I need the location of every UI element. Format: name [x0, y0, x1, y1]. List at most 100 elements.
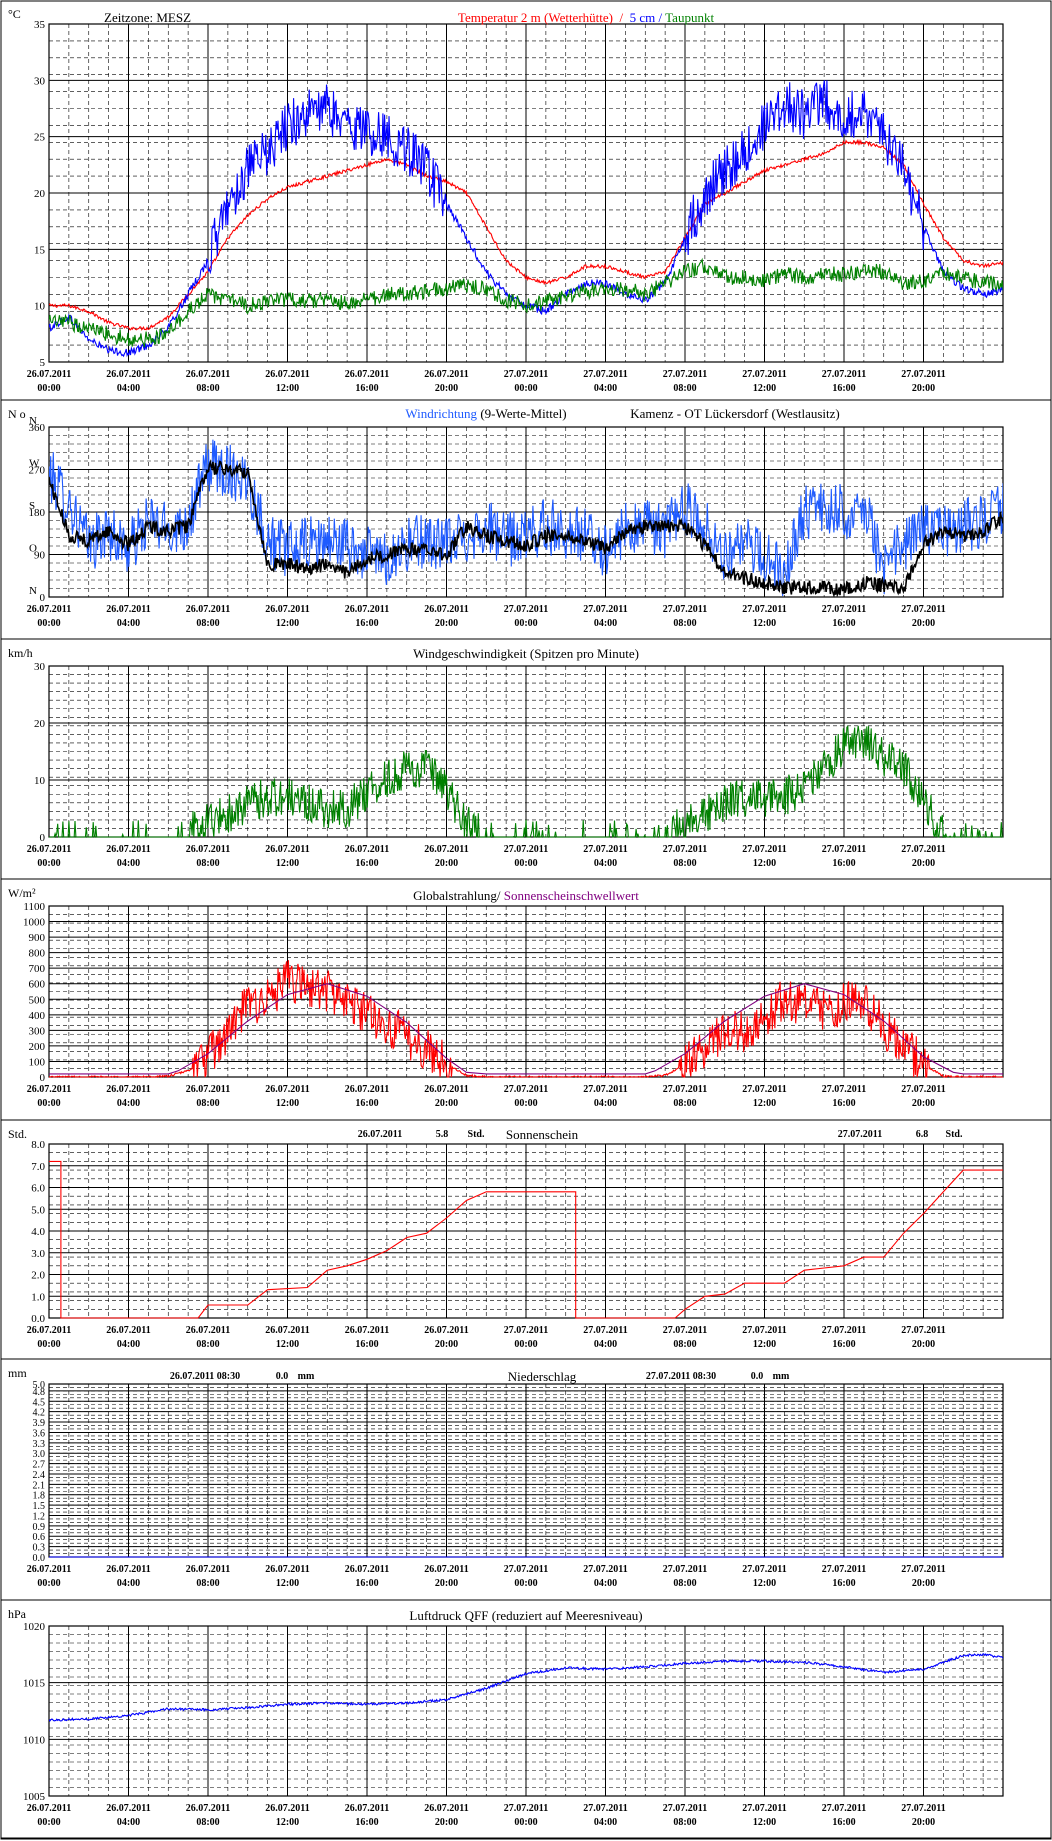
summary-value: 0.0	[276, 1371, 289, 1382]
x-tick-time: 16:00	[355, 1339, 378, 1350]
y-tick-label: 600	[29, 979, 46, 991]
x-tick-date: 26.07.2011	[106, 1325, 150, 1336]
x-tick-time: 12:00	[276, 1098, 299, 1109]
x-tick-date: 26.07.2011	[186, 1564, 230, 1575]
x-tick-date: 26.07.2011	[186, 844, 230, 855]
x-tick-date: 27.07.2011	[583, 1084, 627, 1095]
x-tick-date: 27.07.2011	[583, 844, 627, 855]
x-tick-date: 27.07.2011	[742, 1084, 786, 1095]
y-tick-label: 5	[40, 357, 46, 369]
x-tick-time: 12:00	[276, 1817, 299, 1828]
plot-frame	[48, 426, 1004, 598]
x-tick-date: 26.07.2011	[265, 1084, 309, 1095]
x-tick-time: 04:00	[117, 858, 140, 869]
y-tick-label: 1.8	[33, 1491, 46, 1502]
x-tick-time: 00:00	[514, 383, 537, 394]
y-tick-label: 25	[34, 132, 46, 144]
direction-label: S	[29, 500, 35, 512]
x-tick-date: 27.07.2011	[901, 844, 945, 855]
y-tick-label: 8.0	[31, 1139, 45, 1151]
x-tick-time: 20:00	[435, 1578, 458, 1589]
y-tick-label: 270	[29, 465, 46, 477]
chart-title: Temperatur 2 m (Wetterhütte) / 5 cm / Ta…	[458, 10, 715, 25]
panel-radiation: 0 100 200 300 400 500 600 700 800 900 1000 1100W/m²…	[1, 886, 1051, 1121]
y-tick-label: 3.0	[33, 1449, 46, 1460]
x-tick-date: 26.07.2011	[345, 1325, 389, 1336]
summary-unit: Std.	[946, 1129, 963, 1140]
x-tick-time: 04:00	[594, 858, 617, 869]
y-tick-label: 0	[40, 1072, 46, 1084]
x-tick-date: 26.07.2011	[27, 369, 71, 380]
x-tick-date: 26.07.2011	[424, 369, 468, 380]
x-tick-time: 04:00	[117, 1339, 140, 1350]
x-tick-date: 26.07.2011	[27, 1564, 71, 1575]
x-tick-time: 08:00	[196, 1578, 219, 1589]
x-tick-time: 12:00	[753, 383, 776, 394]
x-tick-date: 26.07.2011	[424, 1325, 468, 1336]
unit-label: N o	[8, 407, 26, 421]
x-tick-time: 00:00	[37, 383, 60, 394]
title-part: /	[613, 10, 630, 25]
x-tick-date: 27.07.2011	[742, 1803, 786, 1814]
x-tick-time: 12:00	[276, 383, 299, 394]
y-tick-label: 1000	[23, 917, 46, 929]
x-tick-date: 26.07.2011	[345, 369, 389, 380]
x-tick-time: 16:00	[832, 383, 855, 394]
x-tick-date: 27.07.2011	[504, 1803, 548, 1814]
summary-unit: Std.	[468, 1129, 485, 1140]
x-tick-time: 12:00	[753, 1578, 776, 1589]
x-tick-time: 08:00	[673, 1098, 696, 1109]
y-tick-label: 100	[29, 1056, 46, 1068]
y-tick-label: 4.8	[33, 1387, 46, 1398]
x-tick-time: 12:00	[276, 618, 299, 629]
x-tick-time: 08:00	[196, 1098, 219, 1109]
x-tick-time: 08:00	[673, 618, 696, 629]
x-tick-time: 16:00	[355, 618, 378, 629]
x-tick-time: 00:00	[37, 618, 60, 629]
y-tick-label: 2.7	[33, 1460, 46, 1471]
x-tick-date: 27.07.2011	[504, 1325, 548, 1336]
x-tick-date: 27.07.2011	[583, 1803, 627, 1814]
x-tick-time: 16:00	[355, 858, 378, 869]
x-tick-time: 20:00	[435, 858, 458, 869]
x-tick-date: 26.07.2011	[424, 844, 468, 855]
x-tick-time: 08:00	[196, 383, 219, 394]
x-tick-time: 00:00	[514, 1339, 537, 1350]
x-tick-time: 08:00	[673, 1578, 696, 1589]
x-tick-date: 26.07.2011	[106, 844, 150, 855]
y-tick-label: 10	[34, 301, 46, 313]
unit-label: Std.	[8, 1127, 27, 1141]
plot-frame	[48, 1143, 1004, 1319]
unit-label: hPa	[8, 1607, 27, 1621]
x-tick-date: 27.07.2011	[504, 1084, 548, 1095]
direction-label: N	[29, 585, 37, 597]
y-tick-label: 4.5	[33, 1397, 46, 1408]
y-tick-label: 3.0	[31, 1248, 45, 1260]
chart-title: Sonnenschein	[506, 1127, 579, 1142]
x-tick-time: 00:00	[514, 1098, 537, 1109]
x-tick-date: 27.07.2011	[901, 1325, 945, 1336]
series-windspeed-0	[49, 725, 1003, 838]
x-tick-date: 27.07.2011	[663, 604, 707, 615]
x-tick-time: 20:00	[912, 1817, 935, 1828]
y-tick-label: 0.0	[31, 1313, 45, 1325]
x-tick-time: 00:00	[37, 1339, 60, 1350]
x-tick-time: 20:00	[912, 1339, 935, 1350]
x-tick-time: 16:00	[832, 858, 855, 869]
x-tick-date: 26.07.2011	[27, 844, 71, 855]
x-tick-date: 26.07.2011	[345, 604, 389, 615]
x-tick-date: 26.07.2011	[186, 369, 230, 380]
x-tick-date: 26.07.2011	[106, 1803, 150, 1814]
x-tick-time: 08:00	[673, 1817, 696, 1828]
x-tick-date: 26.07.2011	[186, 1803, 230, 1814]
x-tick-time: 20:00	[912, 618, 935, 629]
y-tick-label: 3.6	[33, 1428, 46, 1439]
direction-label: O	[29, 543, 37, 555]
y-tick-label: 800	[29, 948, 46, 960]
y-tick-label: 3.9	[33, 1418, 46, 1429]
y-tick-label: 15	[34, 244, 46, 256]
x-tick-time: 00:00	[37, 1817, 60, 1828]
